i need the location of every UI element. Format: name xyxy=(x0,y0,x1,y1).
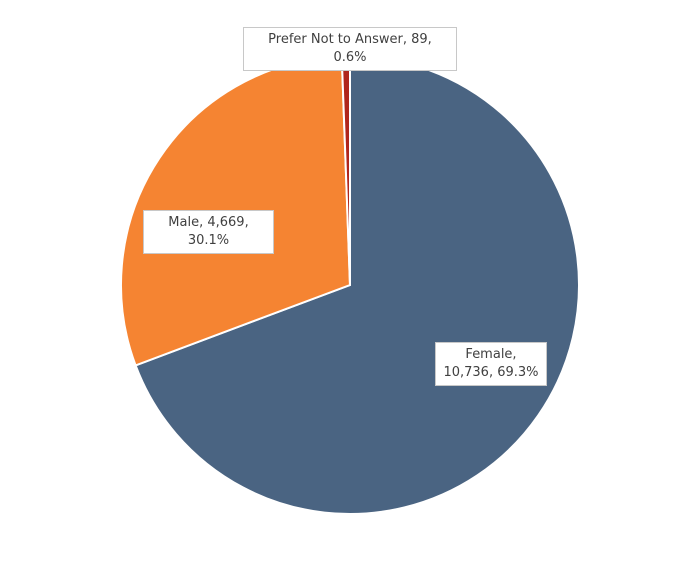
pie-slice xyxy=(134,54,580,515)
data-label: Male, 4,669, 30.1% xyxy=(143,210,274,254)
data-label: Female, 10,736, 69.3% xyxy=(435,342,547,386)
data-label: Prefer Not to Answer, 89, 0.6% xyxy=(243,27,457,71)
